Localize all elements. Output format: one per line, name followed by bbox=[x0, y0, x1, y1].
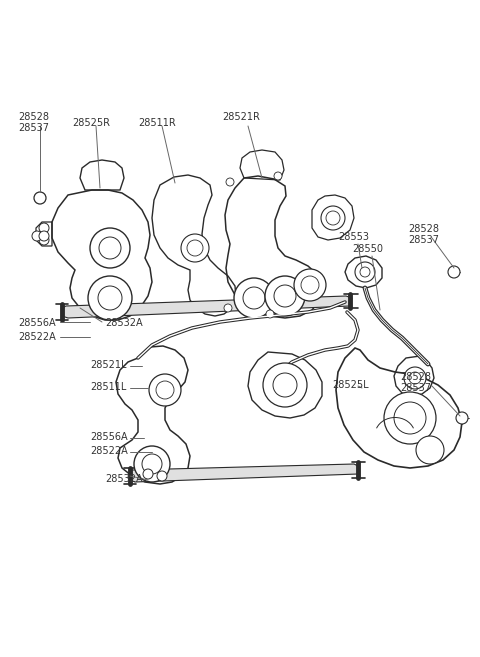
Text: 28550: 28550 bbox=[352, 244, 383, 254]
Text: 28525L: 28525L bbox=[332, 380, 369, 390]
Circle shape bbox=[274, 285, 296, 307]
Text: 28522A: 28522A bbox=[90, 446, 128, 456]
Polygon shape bbox=[130, 464, 358, 482]
Circle shape bbox=[88, 276, 132, 320]
Circle shape bbox=[90, 228, 130, 268]
Circle shape bbox=[274, 172, 282, 180]
Text: 28511L: 28511L bbox=[90, 382, 126, 392]
Circle shape bbox=[409, 372, 421, 384]
Circle shape bbox=[265, 276, 305, 316]
Circle shape bbox=[243, 287, 265, 309]
Circle shape bbox=[321, 206, 345, 230]
Text: 28528
28537: 28528 28537 bbox=[18, 112, 49, 133]
Polygon shape bbox=[62, 296, 352, 318]
Text: 28528
28537: 28528 28537 bbox=[408, 224, 439, 245]
Circle shape bbox=[143, 469, 153, 479]
Text: 28532A: 28532A bbox=[105, 318, 143, 328]
Circle shape bbox=[404, 367, 426, 389]
Text: 28522A: 28522A bbox=[18, 332, 56, 342]
Circle shape bbox=[294, 269, 326, 301]
Circle shape bbox=[98, 286, 122, 310]
Circle shape bbox=[99, 237, 121, 259]
Circle shape bbox=[266, 310, 274, 318]
Circle shape bbox=[134, 446, 170, 482]
Text: 28556A: 28556A bbox=[90, 432, 128, 442]
Circle shape bbox=[394, 402, 426, 434]
Circle shape bbox=[355, 262, 375, 282]
Circle shape bbox=[142, 454, 162, 474]
Circle shape bbox=[273, 373, 297, 397]
Circle shape bbox=[39, 231, 49, 241]
Text: 28556A: 28556A bbox=[18, 318, 56, 328]
Circle shape bbox=[234, 278, 274, 318]
Circle shape bbox=[32, 231, 42, 241]
Circle shape bbox=[149, 374, 181, 406]
Circle shape bbox=[456, 412, 468, 424]
Text: 28532A: 28532A bbox=[105, 474, 143, 484]
Circle shape bbox=[34, 192, 46, 204]
Text: 28521R: 28521R bbox=[222, 112, 260, 122]
Circle shape bbox=[226, 178, 234, 186]
Circle shape bbox=[448, 266, 460, 278]
Text: 28528
28537: 28528 28537 bbox=[400, 372, 431, 393]
Circle shape bbox=[156, 381, 174, 399]
Circle shape bbox=[224, 304, 232, 312]
Circle shape bbox=[326, 211, 340, 225]
Circle shape bbox=[39, 223, 49, 233]
Circle shape bbox=[263, 363, 307, 407]
Circle shape bbox=[181, 234, 209, 262]
Circle shape bbox=[39, 235, 49, 245]
Text: 28511R: 28511R bbox=[138, 118, 176, 128]
Circle shape bbox=[157, 471, 167, 481]
Circle shape bbox=[416, 436, 444, 464]
Text: 28553: 28553 bbox=[338, 232, 369, 242]
Circle shape bbox=[187, 240, 203, 256]
Text: 28521L: 28521L bbox=[90, 360, 127, 370]
Circle shape bbox=[384, 392, 436, 444]
Circle shape bbox=[301, 276, 319, 294]
Circle shape bbox=[360, 267, 370, 277]
Text: 28525R: 28525R bbox=[72, 118, 110, 128]
